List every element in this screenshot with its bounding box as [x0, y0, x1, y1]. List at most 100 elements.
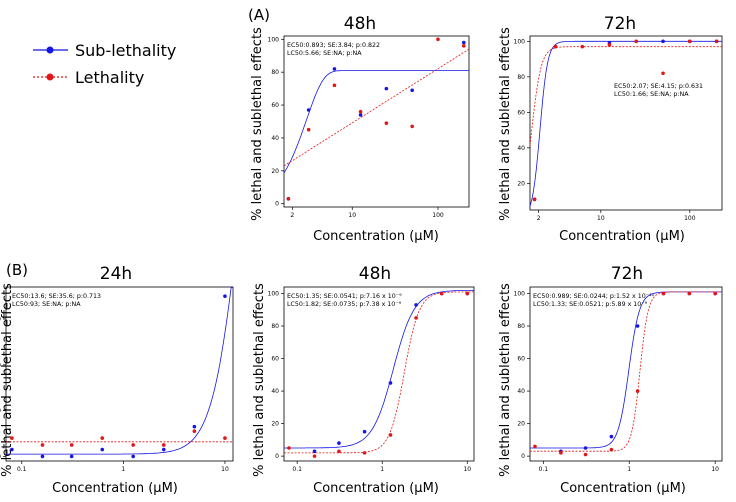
charts: 48h Concentration (μM) % lethal and sublet…: [0, 14, 723, 496]
stats-annotation: EC50:13.6; SE:35.6; p:0.713: [12, 293, 101, 300]
y-axis-label: % lethal and sublethal effects: [252, 283, 267, 477]
x-tick-label: 0.1: [17, 466, 27, 473]
lethality-point: [532, 197, 537, 202]
stats-annotation: LC50:93; SE:NA; p:NA: [12, 301, 81, 308]
sublethality-point: [332, 67, 337, 71]
sublethality-point: [312, 449, 317, 454]
x-tick-label: 2: [537, 215, 541, 222]
y-tick-label: 0: [0, 453, 1, 460]
sublethality-point: [358, 113, 363, 117]
lethality-point: [465, 291, 470, 296]
sublethality-point: [306, 108, 311, 112]
y-tick-label: 20: [0, 362, 1, 369]
stats-annotation: EC50:1.35; SE:0.0541; p:7.16 x 10⁻⁹: [287, 293, 402, 300]
lethality-point: [306, 127, 311, 132]
lethality-point: [609, 447, 614, 452]
y-tick-label: 80: [271, 323, 279, 330]
panel-label-b: (B): [6, 261, 28, 279]
lethality-point: [580, 44, 585, 49]
lethality-point: [100, 436, 105, 440]
x-tick-label: 1: [627, 466, 631, 473]
y-tick-label: 60: [517, 356, 525, 363]
lethality-point: [713, 291, 717, 296]
y-tick-label: 20: [517, 421, 525, 428]
lethality-point: [559, 451, 563, 455]
x-axis-label: Concentration (μM): [313, 481, 439, 496]
lethality-point: [131, 443, 135, 447]
chart-title: 72h: [611, 264, 643, 284]
stats-annotation: EC50:0.989; SE:0.0244; p:1.52 x 10⁻¹⁰: [533, 293, 655, 300]
x-tick-label: 1: [121, 466, 125, 473]
stats-annotation: LC50:1.82; SE:0.0735; p:7.38 x 10⁻⁹: [287, 301, 402, 308]
lethality-point: [461, 44, 466, 48]
chart-B-72h: 72h Concentration (μM) % lethal and sublet…: [498, 264, 723, 496]
panel-label-a: (A): [248, 6, 270, 24]
lethality-point: [384, 121, 389, 125]
sublethality-point: [337, 441, 341, 445]
sublethality-point: [192, 424, 197, 429]
y-axis-label: % lethal and sublethal effects: [250, 27, 265, 221]
y-tick-label: 30: [0, 316, 1, 323]
lethality-point: [312, 454, 317, 458]
legend: Sub-lethality Lethality: [33, 41, 176, 87]
x-axis-label: Concentration (μM): [560, 481, 686, 496]
legend-lethality-marker: [46, 73, 54, 81]
stats-annotation: EC50:0.893; SE:3.84; p:0.822: [287, 42, 380, 49]
chart-B-24h: 24h Concentration (μM) % lethal and sublet…: [0, 264, 234, 496]
legend-lethality-label: Lethality: [75, 68, 144, 87]
sublethality-fit-curve: [529, 40, 722, 207]
lethality-fit-curve: [529, 46, 722, 146]
sublethality-point: [10, 447, 14, 452]
y-tick-label: 80: [271, 69, 279, 76]
chart-title: 72h: [604, 14, 636, 34]
lethality-point: [287, 446, 291, 450]
lethality-point: [358, 109, 363, 114]
lethality-point: [223, 436, 227, 440]
x-tick-label: 10: [597, 215, 605, 222]
y-tick-label: 0: [521, 453, 525, 460]
y-tick-label: 60: [517, 109, 525, 116]
y-axis-label: % lethal and sublethal effects: [498, 27, 513, 221]
lethality-point: [286, 196, 291, 201]
plot-frame: [529, 35, 723, 211]
lethality-point: [583, 452, 588, 457]
y-tick-label: 60: [271, 356, 279, 363]
lethality-point: [661, 291, 666, 296]
sublethality-point: [384, 86, 389, 91]
sublethality-point: [414, 303, 418, 307]
x-axis-label: Concentration (μM): [313, 229, 439, 244]
y-tick-label: 40: [271, 388, 279, 395]
chart-A-48h: 48h Concentration (μM) % lethal and sublet…: [250, 14, 470, 244]
sublethality-point: [362, 429, 367, 434]
y-tick-label: 100: [268, 291, 280, 298]
lethality-point: [634, 39, 639, 44]
x-tick-label: 0.1: [292, 466, 302, 473]
y-tick-label: 80: [517, 323, 525, 330]
y-tick-label: 0: [275, 201, 279, 208]
lethality-point: [161, 443, 166, 447]
lethality-point: [687, 291, 692, 296]
sublethality-point: [223, 294, 227, 298]
x-tick-label: 10: [711, 466, 719, 473]
chart-B-48h: 48h Concentration (μM) % lethal and sublet…: [252, 264, 475, 496]
y-tick-label: 40: [271, 135, 279, 142]
sublethality-point: [410, 88, 414, 93]
chart-title: 48h: [344, 14, 376, 34]
lethality-point: [388, 433, 393, 437]
x-axis-label: Concentration (μM): [559, 229, 685, 244]
chart-A-72h: 72h Concentration (μM) % lethal and sublet…: [498, 14, 723, 244]
sublethality-point: [388, 381, 393, 385]
y-axis-label: % lethal and sublethal effects: [498, 283, 513, 477]
x-axis-label: Concentration (μM): [52, 481, 178, 496]
y-tick-label: 20: [271, 168, 279, 175]
x-tick-label: 100: [684, 215, 696, 222]
chart-title: 24h: [100, 264, 132, 284]
x-tick-label: 100: [432, 212, 444, 219]
y-axis-label: % lethal and sublethal effects: [0, 283, 15, 477]
sublethality-fit-curve: [283, 70, 469, 174]
sublethality-point: [131, 454, 135, 459]
stats-annotation: EC50:2.07; SE:4.15; p:0.631: [614, 83, 703, 90]
y-tick-label: 0: [275, 453, 279, 460]
lethality-point: [661, 71, 665, 76]
